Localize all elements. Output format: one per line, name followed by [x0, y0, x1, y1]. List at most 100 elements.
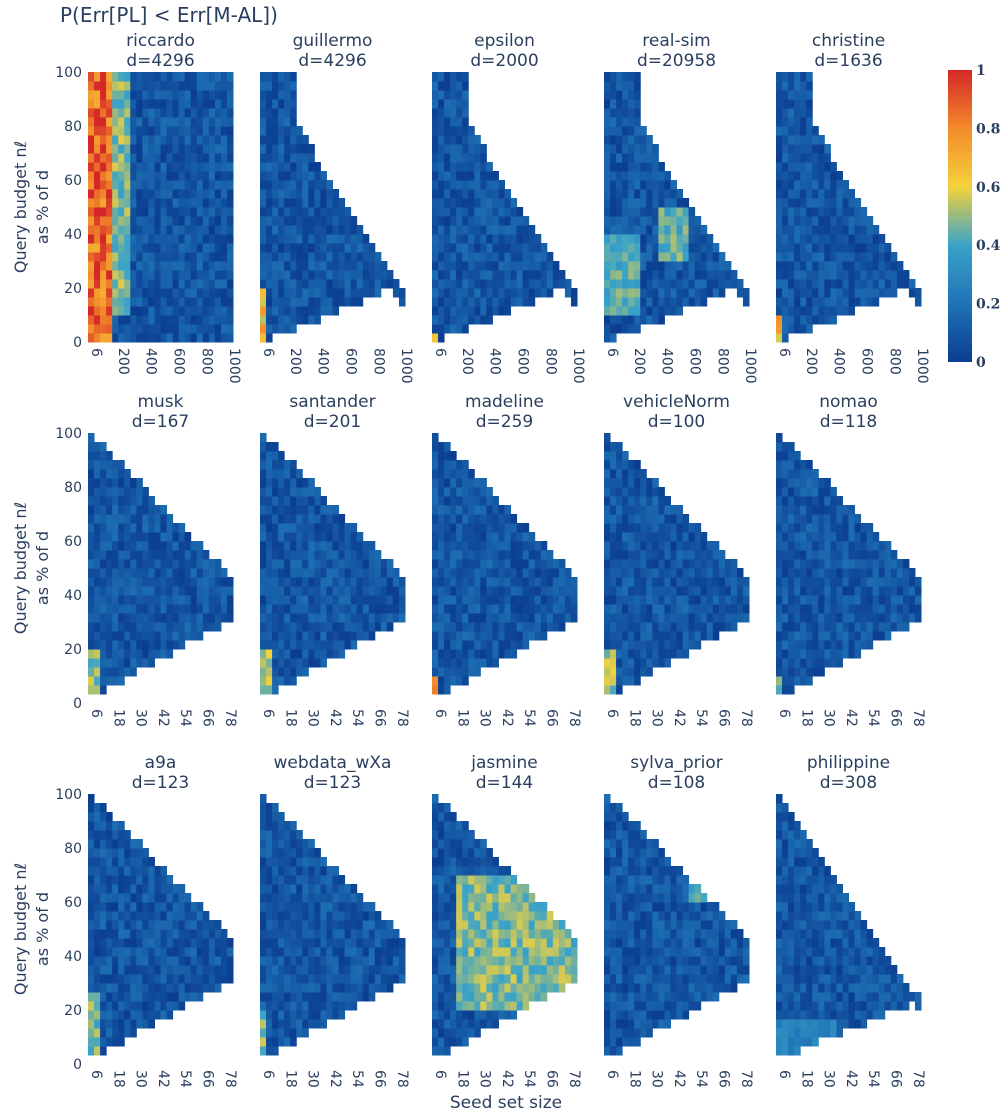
heatmap-cell	[148, 288, 155, 298]
heatmap-cell	[392, 595, 400, 605]
heatmap-cell	[794, 189, 801, 199]
heatmap-cell	[604, 243, 611, 253]
heatmap-cell	[332, 216, 340, 226]
heatmap-cell	[290, 595, 297, 605]
heatmap-cell	[272, 541, 279, 551]
heatmap-cell	[296, 965, 303, 975]
heatmap-cell	[462, 622, 469, 632]
heatmap-cell	[528, 622, 536, 632]
heatmap-cell	[106, 180, 113, 190]
heatmap-cell	[896, 586, 904, 596]
heatmap-cell	[676, 577, 684, 587]
heatmap-cell	[284, 866, 291, 876]
x-tick-label: 18	[454, 709, 470, 727]
heatmap-cell	[622, 279, 629, 289]
heatmap-cell	[392, 568, 400, 578]
heatmap-cell	[718, 261, 726, 271]
heatmap-cell	[290, 1010, 297, 1020]
heatmap-cell	[616, 315, 623, 325]
heatmap-cell	[450, 649, 457, 659]
heatmap-cell	[498, 523, 505, 533]
heatmap-cell	[106, 532, 113, 542]
heatmap-cell	[664, 631, 671, 641]
heatmap-cell	[522, 577, 530, 587]
heatmap-cell	[130, 857, 137, 867]
heatmap-cell	[160, 965, 168, 975]
y-axis-label: Query budget nℓ as % of d	[11, 502, 52, 634]
heatmap-cell	[622, 541, 629, 551]
heatmap-cell	[112, 920, 119, 930]
heatmap-cell	[504, 514, 512, 524]
heatmap-cell	[398, 586, 406, 596]
heatmap-cell	[106, 550, 113, 560]
heatmap-cell	[94, 902, 101, 912]
heatmap-cell	[812, 469, 819, 479]
heatmap-cell	[284, 189, 291, 199]
heatmap-cell	[474, 288, 481, 298]
heatmap-cell	[664, 604, 671, 614]
heatmap-cell	[788, 162, 795, 172]
heatmap-cell	[296, 288, 303, 298]
heatmap-cell	[800, 171, 807, 181]
heatmap-cell	[896, 270, 904, 280]
heatmap-cell	[148, 108, 155, 118]
heatmap-cell	[308, 252, 315, 262]
heatmap-cell	[516, 297, 524, 307]
heatmap-cell	[510, 559, 518, 569]
heatmap-cell	[462, 568, 469, 578]
heatmap-cell	[824, 225, 831, 235]
heatmap-cell	[166, 559, 174, 569]
heatmap-cell	[260, 117, 267, 127]
heatmap-cell	[88, 568, 95, 578]
heatmap-cell	[272, 451, 279, 461]
heatmap-cell	[878, 243, 886, 253]
heatmap-cell	[432, 171, 439, 181]
heatmap-cell	[308, 649, 315, 659]
heatmap-cell	[848, 234, 856, 244]
heatmap-cell	[688, 234, 696, 244]
heatmap-cell	[534, 261, 542, 271]
heatmap-cell	[456, 99, 463, 109]
heatmap-cell	[154, 613, 161, 623]
heatmap-cell	[296, 884, 303, 894]
heatmap-cell	[872, 604, 880, 614]
heatmap-cell	[486, 288, 493, 298]
heatmap-cell	[788, 189, 795, 199]
heatmap-cell	[278, 947, 285, 957]
heatmap-cell	[106, 162, 113, 172]
heatmap-cell	[628, 532, 635, 542]
heatmap-cell	[266, 613, 273, 623]
heatmap-cell	[214, 153, 222, 163]
heatmap-cell	[284, 568, 291, 578]
heatmap-cell	[160, 144, 168, 154]
heatmap-cell	[172, 216, 180, 226]
heatmap-cell	[622, 180, 629, 190]
heatmap-cell	[610, 288, 617, 298]
heatmap-cell	[290, 676, 297, 686]
heatmap-cell	[278, 108, 285, 118]
heatmap-cell	[628, 505, 635, 515]
heatmap-cell	[504, 631, 512, 641]
heatmap-cell	[284, 830, 291, 840]
heatmap-cell	[860, 568, 868, 578]
heatmap-cell	[806, 252, 813, 262]
heatmap-cell	[712, 541, 720, 551]
heatmap-cell	[450, 162, 457, 172]
heatmap-cell	[812, 496, 819, 506]
chart-title: P(Err[PL] < Err[M-AL])	[60, 3, 278, 27]
heatmap-cell	[226, 315, 234, 325]
heatmap-cell	[664, 505, 671, 515]
heatmap-cell	[622, 514, 629, 524]
heatmap-cell	[664, 252, 671, 262]
heatmap-cell	[444, 523, 451, 533]
heatmap-cell	[154, 1001, 161, 1011]
heatmap-cell	[884, 613, 892, 623]
heatmap-cell	[516, 216, 524, 226]
heatmap-cell	[178, 162, 186, 172]
heatmap-cell	[640, 252, 647, 262]
heatmap-cell	[148, 613, 155, 623]
heatmap-cell	[812, 315, 819, 325]
heatmap-cell	[540, 613, 548, 623]
heatmap-cell	[688, 288, 696, 298]
heatmap-cell	[628, 90, 635, 100]
